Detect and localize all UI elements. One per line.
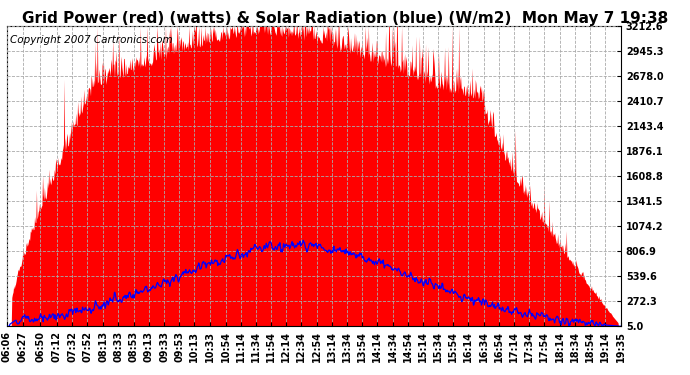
Text: Grid Power (red) (watts) & Solar Radiation (blue) (W/m2)  Mon May 7 19:38: Grid Power (red) (watts) & Solar Radiati… — [22, 11, 668, 26]
Text: Copyright 2007 Cartronics.com: Copyright 2007 Cartronics.com — [10, 35, 172, 45]
